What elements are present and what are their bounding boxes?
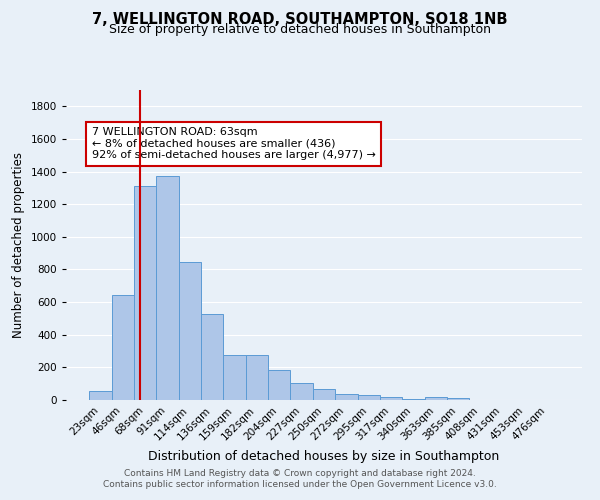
- Bar: [335, 394, 358, 400]
- Bar: [157, 176, 179, 400]
- Bar: [112, 295, 134, 400]
- Bar: [290, 383, 313, 400]
- Bar: [447, 398, 469, 400]
- Text: Size of property relative to detached houses in Southampton: Size of property relative to detached ho…: [109, 22, 491, 36]
- Bar: [380, 397, 402, 400]
- Y-axis label: Number of detached properties: Number of detached properties: [12, 152, 25, 338]
- Text: 7, WELLINGTON ROAD, SOUTHAMPTON, SO18 1NB: 7, WELLINGTON ROAD, SOUTHAMPTON, SO18 1N…: [92, 12, 508, 28]
- X-axis label: Distribution of detached houses by size in Southampton: Distribution of detached houses by size …: [148, 450, 500, 463]
- Text: Contains HM Land Registry data © Crown copyright and database right 2024.: Contains HM Land Registry data © Crown c…: [124, 468, 476, 477]
- Bar: [223, 355, 246, 400]
- Bar: [425, 396, 447, 400]
- Bar: [201, 314, 223, 400]
- Bar: [134, 186, 157, 400]
- Bar: [313, 390, 335, 400]
- Bar: [268, 370, 290, 400]
- Bar: [179, 262, 201, 400]
- Text: 7 WELLINGTON ROAD: 63sqm
← 8% of detached houses are smaller (436)
92% of semi-d: 7 WELLINGTON ROAD: 63sqm ← 8% of detache…: [92, 127, 376, 160]
- Bar: [246, 355, 268, 400]
- Bar: [402, 398, 425, 400]
- Bar: [89, 391, 112, 400]
- Bar: [358, 395, 380, 400]
- Text: Contains public sector information licensed under the Open Government Licence v3: Contains public sector information licen…: [103, 480, 497, 489]
